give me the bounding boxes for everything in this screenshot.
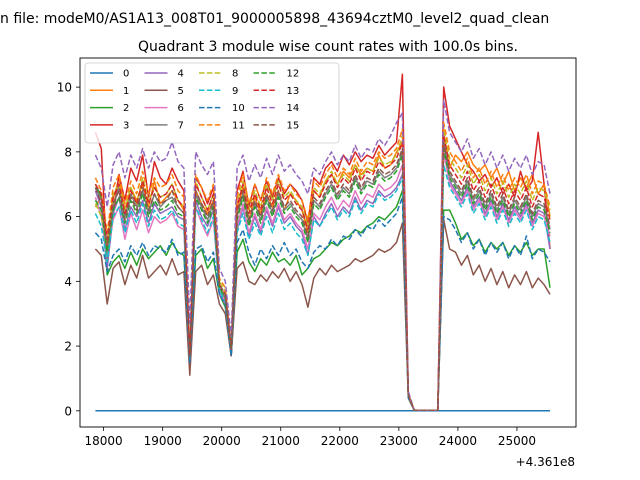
- legend-label: 9: [232, 86, 238, 97]
- legend-label: 0: [123, 69, 129, 80]
- plot-frame: [79, 57, 577, 428]
- legend-label: 13: [287, 86, 300, 97]
- legend-label: 4: [178, 69, 184, 80]
- y-tick-label: 4: [64, 275, 72, 289]
- x-offset-label: +4.361e8: [516, 455, 575, 469]
- series-line-2: [94, 183, 551, 411]
- legend-label: 14: [287, 103, 300, 114]
- series-line-10: [94, 196, 551, 411]
- series-line-8: [94, 128, 551, 411]
- legend-label: 8: [232, 69, 238, 80]
- series-line-7: [94, 141, 551, 411]
- series-line-12: [94, 147, 551, 411]
- series-line-5: [94, 219, 551, 411]
- legend-label: 15: [287, 120, 300, 131]
- legend-label: 1: [123, 86, 129, 97]
- x-tick-label: 25000: [498, 434, 536, 448]
- series-line-15: [94, 141, 551, 411]
- series-layer: [94, 73, 551, 412]
- chart-title: Quadrant 3 module wise count rates with …: [138, 39, 518, 55]
- x-tick-label: 23000: [380, 434, 418, 448]
- legend-label: 3: [123, 120, 129, 131]
- axes-layer: 18000 19000 20000 21000 22000 23000 24000 25000…: [57, 81, 536, 448]
- y-tick-label: 0: [64, 404, 72, 418]
- x-tick-label: 18000: [85, 434, 123, 448]
- legend-label: 12: [287, 69, 300, 80]
- legend-label: 11: [232, 120, 245, 131]
- x-tick-label: 24000: [439, 434, 477, 448]
- x-tick-label: 21000: [262, 434, 300, 448]
- legend-label: 2: [123, 103, 129, 114]
- figure-suptitle: n file: modeM0/AS1A13_008T01_9000005898_…: [0, 11, 549, 27]
- legend-label: 10: [232, 103, 245, 114]
- y-tick-label: 2: [64, 340, 72, 354]
- series-line-4: [94, 144, 551, 411]
- legend-label: 6: [178, 103, 184, 114]
- series-line-6: [94, 151, 551, 411]
- legend-label: 5: [178, 86, 184, 97]
- legend-label: 7: [178, 120, 184, 131]
- x-tick-label: 22000: [321, 434, 359, 448]
- series-line-14: [94, 99, 551, 411]
- y-tick-label: 8: [64, 145, 72, 159]
- series-line-13: [94, 134, 551, 411]
- x-tick-label: 20000: [203, 434, 241, 448]
- x-tick-label: 19000: [144, 434, 182, 448]
- legend-box: [84, 62, 340, 144]
- series-line-3: [94, 73, 551, 411]
- series-line-9: [94, 164, 551, 411]
- series-line-11: [94, 121, 551, 411]
- y-tick-label: 6: [64, 210, 72, 224]
- y-tick-label: 10: [57, 81, 72, 95]
